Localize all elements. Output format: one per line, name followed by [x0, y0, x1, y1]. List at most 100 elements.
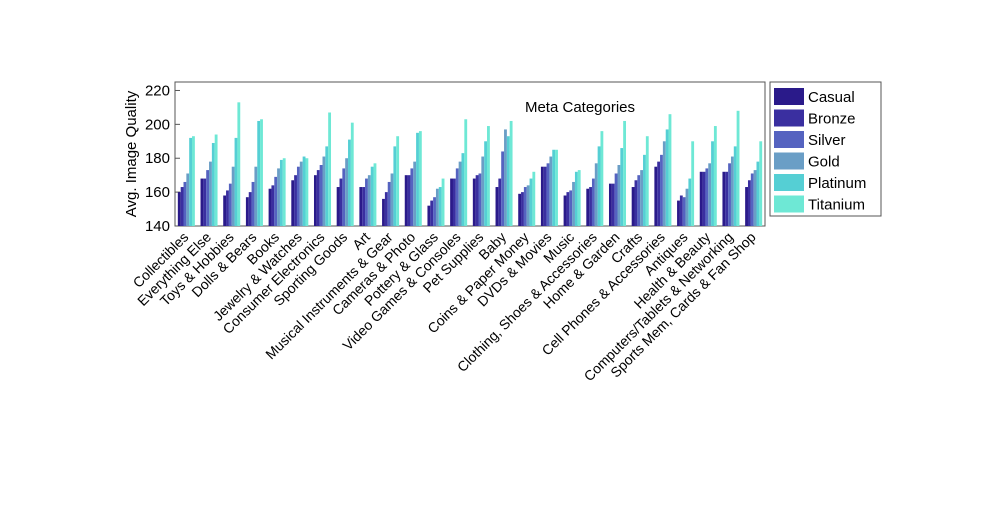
bar — [257, 120, 261, 226]
bar — [552, 149, 556, 226]
bar — [688, 178, 692, 226]
bar — [245, 197, 249, 226]
bar — [509, 120, 513, 226]
bar — [393, 146, 397, 226]
bar — [699, 171, 703, 226]
legend-swatch — [774, 195, 804, 213]
bar — [472, 178, 476, 226]
bar — [325, 146, 329, 226]
bar — [339, 178, 343, 226]
bar — [305, 158, 309, 226]
y-tick-label: 140 — [145, 218, 170, 235]
bar — [526, 185, 530, 226]
bar — [572, 181, 575, 226]
bar — [577, 170, 581, 226]
bar — [591, 178, 595, 226]
y-tick-label: 160 — [145, 184, 170, 201]
bar — [384, 192, 388, 226]
legend-label: Titanium — [808, 197, 865, 214]
bar — [189, 137, 193, 226]
bar — [396, 136, 400, 226]
bar — [501, 151, 505, 226]
chart-title: Meta Categories — [525, 99, 635, 116]
legend-label: Silver — [808, 132, 846, 149]
bar — [407, 175, 411, 226]
bar — [458, 161, 462, 226]
bar — [623, 120, 627, 226]
bar — [370, 166, 374, 226]
legend-swatch — [774, 174, 804, 191]
bar — [756, 161, 760, 226]
legend-label: Platinum — [808, 175, 866, 192]
bar — [435, 188, 439, 226]
bar — [316, 170, 320, 226]
bar — [234, 137, 238, 226]
legend-swatch — [774, 131, 804, 148]
bar — [634, 180, 638, 226]
bar — [657, 161, 661, 226]
bar — [390, 173, 394, 226]
bar — [498, 178, 502, 226]
bar — [481, 156, 485, 226]
legend-swatch — [774, 152, 804, 170]
bar — [506, 136, 510, 226]
legend-label: Gold — [808, 154, 840, 171]
bar — [730, 156, 734, 226]
bar — [640, 170, 644, 226]
bar — [708, 163, 712, 226]
bar — [691, 141, 695, 226]
bar — [260, 119, 263, 226]
bar — [231, 166, 235, 226]
bar — [662, 141, 666, 226]
bar — [180, 187, 184, 226]
bar — [274, 176, 278, 226]
bar — [679, 195, 683, 226]
bar — [416, 132, 419, 226]
bar — [711, 141, 714, 226]
bar — [350, 122, 354, 226]
bar — [441, 178, 445, 226]
bar — [192, 136, 195, 226]
bar — [523, 187, 527, 226]
bar — [345, 158, 349, 226]
plot-area-frame — [174, 81, 766, 227]
bar — [464, 119, 468, 226]
y-tick-label: 220 — [145, 82, 170, 99]
bar — [637, 175, 641, 226]
bar — [296, 166, 300, 226]
bar — [677, 200, 680, 226]
legend-label: Casual — [808, 89, 855, 106]
bar — [487, 126, 490, 226]
bar — [705, 168, 709, 226]
bar — [736, 110, 740, 226]
bar — [665, 129, 669, 226]
bar — [302, 156, 306, 226]
bar — [643, 154, 646, 226]
bar — [427, 205, 431, 226]
legend-label: Bronze — [808, 111, 856, 128]
bar — [418, 131, 422, 226]
bar — [268, 188, 272, 226]
bar — [759, 141, 763, 226]
bar — [433, 197, 436, 226]
bar — [279, 159, 283, 226]
bar — [455, 168, 459, 226]
bar — [186, 173, 190, 226]
bar — [600, 131, 604, 226]
bar — [365, 178, 368, 226]
y-axis-label: Avg. Image Quality — [123, 90, 140, 217]
bar — [713, 126, 717, 226]
bar — [495, 187, 499, 226]
bar — [728, 163, 731, 226]
y-tick-label: 180 — [145, 150, 170, 167]
bar — [745, 187, 748, 226]
bar — [206, 170, 210, 226]
bar — [654, 166, 658, 226]
bar — [546, 163, 550, 226]
bar — [682, 197, 686, 226]
bar — [475, 175, 479, 226]
bar — [566, 192, 570, 226]
bar — [359, 187, 363, 226]
